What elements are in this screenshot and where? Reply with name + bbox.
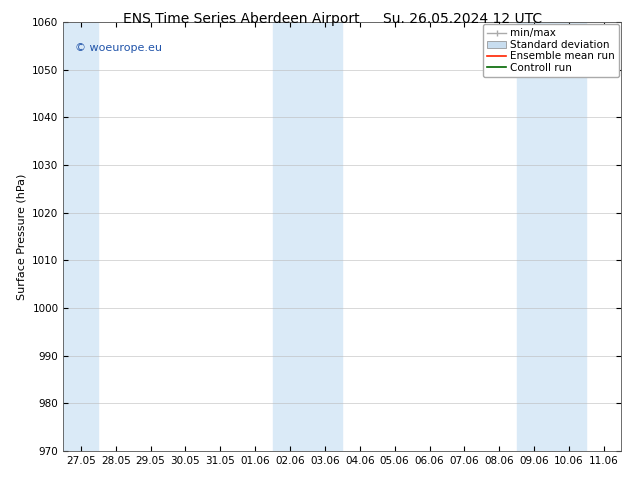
Legend: min/max, Standard deviation, Ensemble mean run, Controll run: min/max, Standard deviation, Ensemble me… xyxy=(483,24,619,77)
Text: Su. 26.05.2024 12 UTC: Su. 26.05.2024 12 UTC xyxy=(384,12,542,26)
Text: © woeurope.eu: © woeurope.eu xyxy=(75,44,162,53)
Bar xyxy=(63,22,98,451)
Y-axis label: Surface Pressure (hPa): Surface Pressure (hPa) xyxy=(16,173,27,299)
Bar xyxy=(517,22,586,451)
Text: ENS Time Series Aberdeen Airport: ENS Time Series Aberdeen Airport xyxy=(122,12,359,26)
Bar xyxy=(273,22,342,451)
